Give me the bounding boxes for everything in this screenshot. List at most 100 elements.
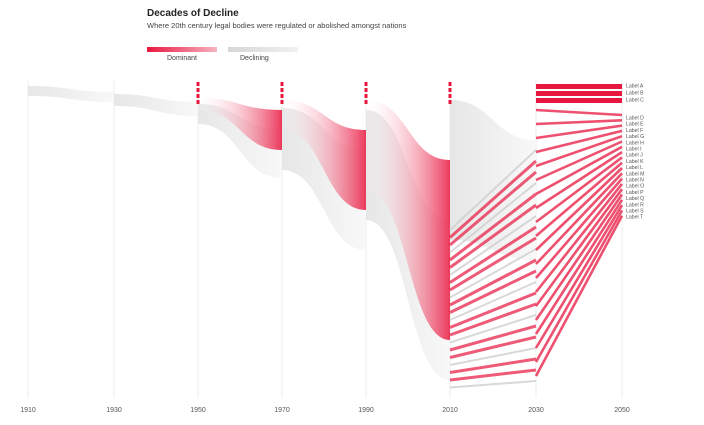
series-label: Label G	[626, 134, 644, 140]
flow-band	[282, 100, 366, 210]
x-tick-label: 1910	[20, 407, 36, 414]
year-marker	[364, 94, 368, 98]
series-label: Label B	[626, 91, 644, 97]
flow-line	[449, 236, 537, 292]
flow-line	[534, 199, 624, 335]
x-tick-label: 1930	[106, 407, 122, 414]
dominant-bar	[536, 91, 622, 96]
flow-line	[535, 145, 623, 196]
x-tick-label: 2010	[442, 407, 458, 414]
year-marker	[448, 100, 452, 104]
series-label: Label D	[626, 116, 644, 122]
flow-line	[535, 129, 623, 154]
series-label: Label K	[626, 159, 644, 165]
x-tick-label: 1950	[190, 407, 206, 414]
legend-dominant-label: Dominant	[167, 55, 197, 62]
chart-title: Decades of Decline	[147, 8, 239, 19]
series-label: Label L	[626, 165, 643, 171]
series-label: Label T	[626, 215, 644, 221]
flow-line	[449, 281, 537, 321]
flow-line	[449, 314, 537, 344]
flow-line	[535, 172, 623, 265]
flow-line	[534, 183, 624, 293]
flow-line	[449, 324, 537, 352]
legend-declining: Declining	[228, 47, 298, 62]
series-label: Label P	[626, 190, 644, 196]
flow-band	[366, 100, 450, 340]
dominant-bar	[536, 84, 622, 89]
year-marker	[196, 82, 200, 86]
year-marker	[448, 82, 452, 86]
flow-line	[449, 182, 537, 254]
x-tick-label: 1970	[274, 407, 290, 414]
series-label: Label F	[626, 128, 643, 134]
flow-band	[198, 104, 282, 178]
series-label: Label Q	[626, 196, 644, 202]
flow-line	[449, 192, 537, 262]
series-label: Label E	[626, 122, 644, 128]
flow-band	[282, 108, 366, 250]
series-label: Label R	[626, 202, 644, 208]
x-tick-label: 2030	[528, 407, 544, 414]
dominant-bar	[536, 98, 622, 103]
flow-line	[535, 140, 623, 182]
flow-line	[449, 269, 537, 314]
flow-line	[535, 151, 623, 210]
year-marker	[280, 88, 284, 92]
legend-declining-label: Declining	[240, 55, 269, 62]
flow-line	[449, 380, 537, 389]
flow-line	[534, 215, 624, 377]
legend-declining-swatch	[228, 47, 298, 52]
series-label: Label M	[626, 171, 644, 177]
year-marker	[280, 94, 284, 98]
legend-dominant-swatch	[147, 47, 217, 52]
flow-band	[198, 98, 282, 150]
flow-line	[449, 203, 537, 269]
flow-line	[535, 134, 623, 168]
flow-line	[449, 357, 537, 374]
series-label: Label A	[626, 84, 644, 90]
flow-line	[534, 193, 624, 321]
flow-line	[535, 156, 623, 224]
flow-line	[449, 215, 537, 276]
year-marker	[196, 88, 200, 92]
series-label: Label H	[626, 140, 644, 146]
x-tick-label: 1990	[358, 407, 374, 414]
flow-line	[449, 225, 537, 284]
series-label: Label C	[626, 98, 644, 104]
flow-line	[535, 177, 623, 279]
year-marker	[196, 94, 200, 98]
year-marker	[280, 82, 284, 86]
flow-band	[114, 94, 198, 116]
series-label: Label N	[626, 178, 644, 184]
flow-line	[449, 248, 537, 299]
series-label: Label J	[626, 153, 643, 159]
series-label: Label O	[626, 184, 644, 190]
flow-line	[535, 119, 623, 126]
flow-line	[534, 209, 624, 363]
year-marker	[364, 88, 368, 92]
flow-line	[449, 302, 537, 337]
year-marker	[280, 100, 284, 104]
year-marker	[196, 100, 200, 104]
flow-line	[535, 167, 623, 251]
legend-dominant: Dominant	[147, 47, 217, 62]
flow-line	[535, 108, 623, 117]
flow-line	[449, 291, 537, 329]
flow-line	[449, 159, 537, 239]
flow-line	[449, 170, 537, 247]
year-marker	[364, 100, 368, 104]
flow-line	[534, 188, 624, 307]
flow-line	[449, 347, 537, 366]
flow-line	[535, 161, 623, 237]
year-marker	[448, 94, 452, 98]
series-label: Label S	[626, 209, 644, 215]
flow-line	[535, 124, 623, 140]
chart-subtitle: Where 20th century legal bodies were reg…	[147, 21, 407, 30]
year-marker	[448, 88, 452, 92]
flow-line	[449, 368, 537, 382]
series-label: Label I	[626, 147, 642, 153]
flow-line	[449, 149, 537, 231]
flow-line	[449, 258, 537, 307]
